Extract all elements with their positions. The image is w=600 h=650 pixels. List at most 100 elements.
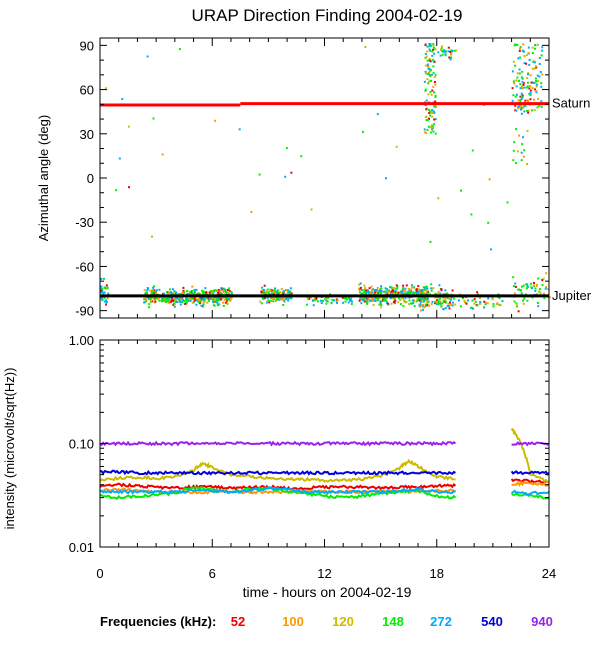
azimuth-point [473,298,476,301]
azimuth-point [224,288,227,291]
azimuth-point [201,291,204,294]
azimuth-point [537,305,540,308]
azimuth-point [365,291,368,294]
azimuth-point [406,290,409,293]
azimuth-point [402,293,405,295]
azimuth-point [169,301,172,304]
azimuth-point [147,287,149,290]
azimuth-point [523,149,526,152]
azimuth-point [390,290,393,293]
azimuth-point [455,49,458,52]
azimuth-point [539,71,542,73]
azimuth-point [429,59,431,62]
azimuth-point [422,298,425,301]
azimuth-point [106,301,108,304]
azimuth-point [148,306,150,309]
azimuth-point [274,287,277,290]
azimuth-point [380,287,383,290]
azimuth-point [419,305,421,308]
azimuth-point [398,297,401,300]
azimuth-point [447,302,450,305]
azimuth-point [229,299,232,302]
azimuth-point [366,298,369,301]
azimuth-point [166,298,169,301]
azimuth-point [533,47,536,50]
azimuth-point [400,303,402,306]
azimuth-point [175,300,178,303]
azimuth-point [547,288,550,291]
azimuth-point [430,289,433,292]
azimuth-point [526,286,529,288]
azimuth-point [390,296,393,299]
azimuth-point [527,46,530,49]
azimuth-point [422,308,424,311]
azimuth-point [512,149,515,152]
azimuth-point [427,108,430,111]
azimuth-point [424,72,427,75]
azimuth-point [520,289,522,292]
azimuth-point [433,76,436,79]
azimuth-point [515,128,518,131]
azimuth-point [473,302,476,305]
azimuth-point [534,289,537,292]
azimuth-point [521,80,524,83]
azimuth-point [436,293,439,295]
azimuth-point [250,211,253,213]
azimuth-point [431,109,434,112]
azimuth-point [518,104,521,107]
azimuth-point [197,301,200,304]
azimuth-point [426,50,429,53]
azimuth-point [429,69,432,72]
azimuth-point [277,296,280,299]
azimuth-point [437,303,439,306]
azimuth-point [264,291,267,294]
azimuth-point [538,75,541,78]
azimuth-point [411,284,413,287]
azimuth-point [538,104,541,107]
azimuth-point [280,296,283,299]
azimuth-point [435,303,438,306]
azimuth-point [202,291,205,294]
azimuth-point [364,296,366,299]
azimuth-point [197,297,200,300]
azimuth-point [449,51,452,53]
azimuth-point [363,284,366,287]
azimuth-point [146,55,149,58]
azimuth-point [102,291,105,294]
azimuth-point [181,292,184,295]
azimuth-point [439,54,442,57]
azimuth-point [516,76,519,79]
azimuth-point [178,298,181,301]
azimuth-point [362,293,365,296]
azimuth-point [358,299,361,302]
azimuth-point [528,59,531,61]
azimuth-point [152,289,155,292]
x-tick-label: 24 [542,566,556,581]
azimuth-point [523,110,526,113]
azimuth-point [534,88,536,91]
azimuth-point [538,57,541,59]
azimuth-point [529,282,532,285]
azimuth-point [260,302,263,305]
azimuth-point [390,286,393,289]
azimuth-point [425,99,428,102]
azimuth-point [376,113,379,116]
azimuth-point [280,288,283,290]
azimuth-point [526,299,529,302]
azimuth-point [448,298,451,300]
azimuth-point [404,297,407,299]
azimuth-point [441,50,444,53]
azimuth-point [217,291,220,294]
azimuth-point [440,47,443,50]
azimuth-point [518,50,521,52]
azimuth-point [402,304,405,307]
azimuth-point [528,92,531,95]
azimuth-point [537,97,540,100]
azimuth-point [372,303,375,306]
azimuth-scatter-points [100,43,551,313]
azimuth-point [521,87,524,90]
azimuth-point [101,298,104,301]
azimuth-point [429,114,432,117]
azimuth-point [322,299,324,302]
azimuth-point [343,297,346,300]
